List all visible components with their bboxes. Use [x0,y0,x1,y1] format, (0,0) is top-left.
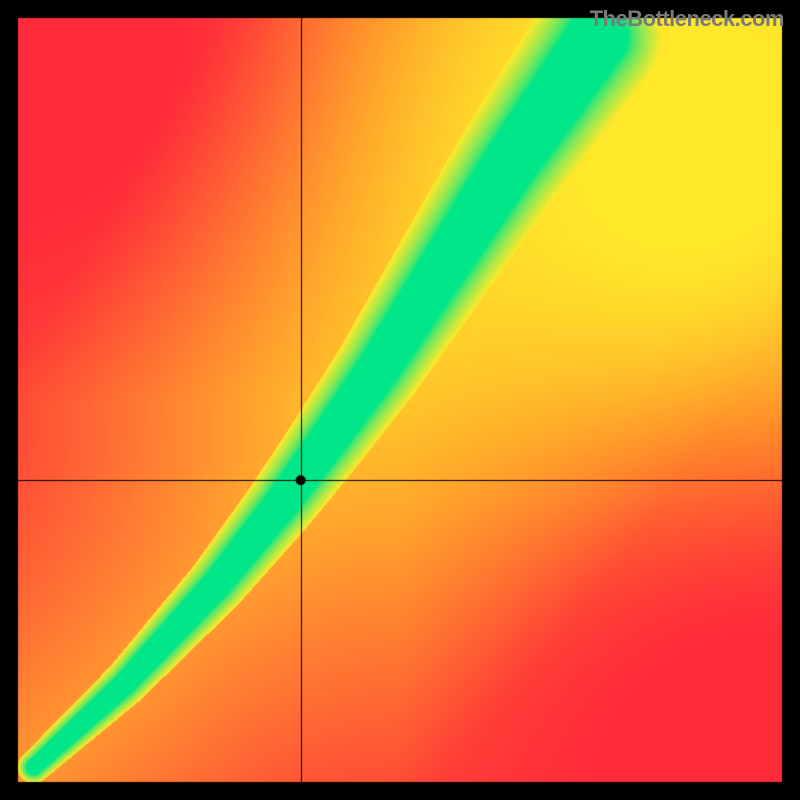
heatmap-canvas [0,0,800,800]
chart-container: TheBottleneck.com [0,0,800,800]
watermark-text: TheBottleneck.com [590,6,784,32]
